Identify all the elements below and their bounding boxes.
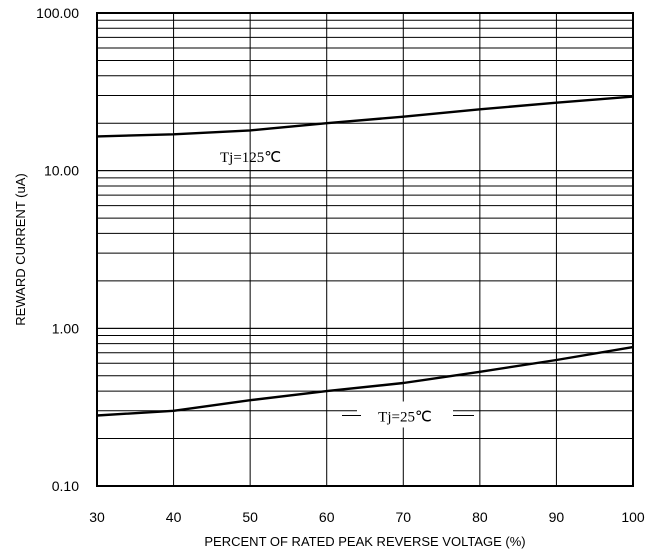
x-tick-label: 100 [621,509,645,525]
x-axis-title: PERCENT OF RATED PEAK REVERSE VOLTAGE (%… [204,534,525,549]
y-tick-label: 1.00 [52,320,79,336]
plot-frame [96,12,634,487]
y-axis-title: REWARD CURRENT (uA) [13,173,28,325]
series-label: Tj=125℃ [220,150,281,166]
y-tick-label: 0.10 [52,478,79,494]
x-tick-label: 40 [166,509,182,525]
y-tick-label: 10.00 [44,163,79,179]
x-tick-label: 90 [549,509,565,525]
curve-labels: Tj=125℃ Tj=25℃ [220,150,474,428]
x-tick-label: 80 [472,509,488,525]
series-label-background [357,401,453,428]
x-tick-label: 30 [89,509,105,525]
series-label: Tj=25℃ [378,409,432,425]
series-line [96,345,634,417]
curves [96,95,634,417]
tick-labels: 30 40 50 60 70 80 90 100 0.10 1.00 10.00 100.00 [36,5,645,525]
x-tick-label: 70 [395,509,411,525]
y-tick-label: 100.00 [36,5,79,21]
x-tick-label: 60 [319,509,335,525]
series-line [96,95,634,138]
x-tick-label: 50 [242,509,258,525]
